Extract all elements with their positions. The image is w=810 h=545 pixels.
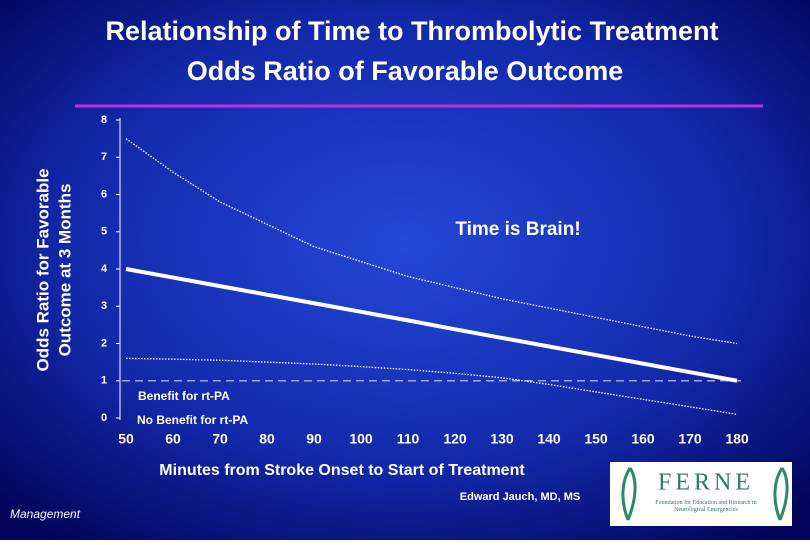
subtitle: Odds Ratio of Favorable Outcome [187, 56, 624, 86]
x-tick-label: 60 [165, 431, 181, 447]
logo-leaf [621, 467, 789, 521]
x-tick-label: 90 [306, 431, 322, 447]
title: Relationship of Time to Thrombolytic Tre… [105, 16, 718, 46]
series-line [125, 357, 738, 415]
series-line [125, 138, 738, 345]
y-tick-label: 4 [101, 263, 108, 275]
annotation: No Benefit for rt-PA [137, 413, 248, 427]
footer: Management [10, 507, 81, 521]
logo-title: FERNE [658, 470, 754, 496]
logo: FERNE Foundation for Education and Resea… [610, 462, 792, 526]
author: Edward Jauch, MD, MS [460, 491, 580, 503]
x-tick-label: 110 [397, 431, 420, 447]
y-tick-label: 3 [101, 300, 107, 312]
logo-caption: Foundation for Education and Research in… [655, 500, 757, 513]
x-axis-title: Minutes from Stroke Onset to Start of Tr… [159, 462, 525, 479]
annotation: Benefit for rt-PA [138, 389, 230, 403]
x-tick-label: 80 [259, 431, 275, 447]
x-tick-label: 120 [443, 431, 467, 447]
y-tick-label: 0 [101, 412, 107, 424]
y-tick-label: 8 [101, 114, 107, 126]
y-tick-label: 7 [101, 151, 107, 163]
y-tick-label: 1 [101, 375, 107, 387]
logo-caption-box: Foundation for Education and Research in… [655, 500, 757, 513]
annotation: Time is Brain! [455, 219, 580, 240]
x-tick-label: 180 [725, 431, 749, 447]
y-tick-label: 2 [101, 337, 107, 349]
series-line [125, 267, 738, 383]
plot: 0 1 2 3 4 5 6 7 8 50 60 70 80 90 100 110 120 130 140 150 160… [101, 114, 749, 447]
y-axis-title: Odds Ratio for Favorable [33, 168, 52, 371]
x-tick-label: 100 [349, 431, 373, 447]
logo-box [610, 462, 792, 526]
x-tick-label: 140 [537, 431, 561, 447]
x-tick-label: 50 [118, 431, 134, 447]
y-axis-title: Outcome at 3 Months [55, 184, 74, 357]
x-tick-label: 170 [678, 431, 702, 447]
x-tick-label: 70 [212, 431, 228, 447]
x-tick-label: 130 [490, 431, 514, 447]
y-tick-label: 5 [101, 226, 107, 238]
x-tick-label: 160 [631, 431, 655, 447]
x-tick-label: 150 [584, 431, 608, 447]
y-tick-label: 6 [101, 188, 107, 200]
